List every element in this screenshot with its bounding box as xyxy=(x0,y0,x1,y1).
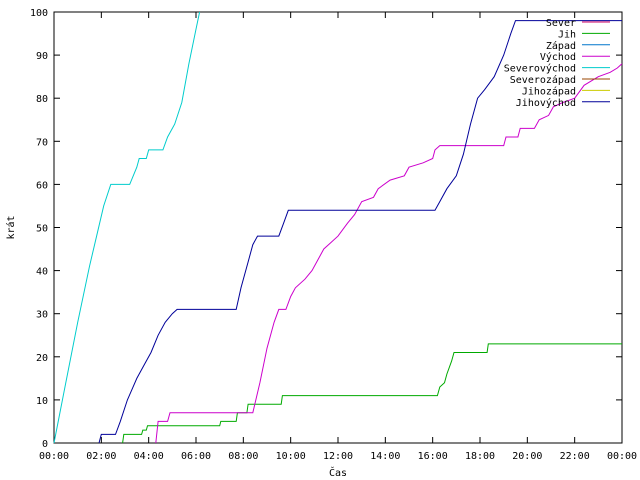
series-line-jih xyxy=(122,343,622,444)
x-tick-label: 10:00 xyxy=(276,451,306,462)
y-tick-label: 100 xyxy=(30,8,48,19)
y-tick-label: 20 xyxy=(36,353,48,364)
x-tick-label: 22:00 xyxy=(560,451,590,462)
legend-label: Sever xyxy=(546,18,576,29)
y-tick-label: 60 xyxy=(36,180,48,191)
x-tick-label: 18:00 xyxy=(465,451,495,462)
x-tick-label: 02:00 xyxy=(86,451,116,462)
x-tick-label: 06:00 xyxy=(181,451,211,462)
series-line-jihovýchod xyxy=(98,20,622,444)
y-axis-label: krát xyxy=(5,215,17,239)
x-tick-label: 00:00 xyxy=(39,451,69,462)
legend-label: Severozápad xyxy=(510,74,576,86)
y-tick-label: 90 xyxy=(36,51,48,62)
legend: SeverJihZápadVýchodSeverovýchodSeverozáp… xyxy=(504,18,610,109)
legend-label: Jih xyxy=(558,29,576,40)
y-tick-label: 30 xyxy=(36,310,48,321)
y-tick-label: 70 xyxy=(36,137,48,148)
y-tick-label: 40 xyxy=(36,267,48,278)
y-tick-label: 80 xyxy=(36,94,48,105)
x-tick-label: 04:00 xyxy=(134,451,164,462)
legend-label: Jihozápad xyxy=(522,85,576,97)
axis-ticks: 0 10 20 30 40 50 60 70 80 90 100 00:00 02:00 04:00 06:… xyxy=(30,8,637,462)
series-line-severovýchod xyxy=(53,11,201,444)
x-tick-label: 00:00 xyxy=(607,451,637,462)
legend-label: Jihovýchod xyxy=(516,97,576,109)
series-lines xyxy=(53,11,623,444)
x-tick-label: 20:00 xyxy=(512,451,542,462)
x-axis-label: Čas xyxy=(329,466,347,479)
legend-label: Východ xyxy=(540,51,576,63)
y-tick-label: 50 xyxy=(36,224,48,235)
legend-label: Západ xyxy=(546,40,576,52)
x-tick-label: 16:00 xyxy=(418,451,448,462)
y-tick-label: 10 xyxy=(36,396,48,407)
legend-label: Severovýchod xyxy=(504,63,576,75)
x-tick-label: 12:00 xyxy=(323,451,353,462)
y-tick-label: 0 xyxy=(42,439,48,450)
x-tick-label: 14:00 xyxy=(370,451,400,462)
series-line-východ xyxy=(155,63,623,444)
x-tick-label: 08:00 xyxy=(228,451,258,462)
